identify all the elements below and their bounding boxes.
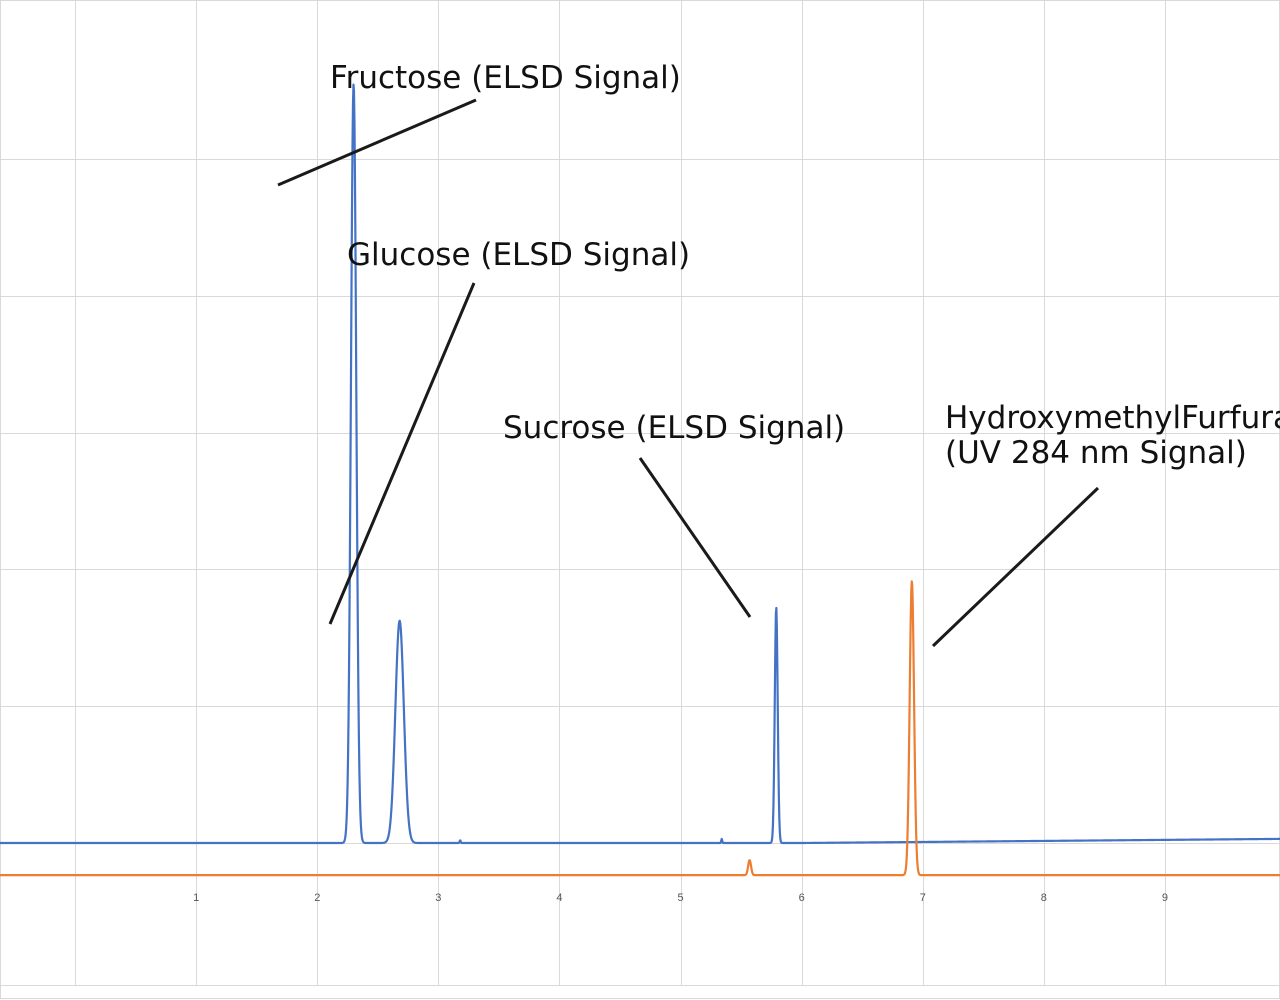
annotation-label-1: Glucose (ELSD Signal) <box>347 237 690 273</box>
x-tick-label-8: 8 <box>1041 892 1047 904</box>
annotation-line-0-0: Fructose (ELSD Signal) <box>330 60 681 96</box>
annotations: Fructose (ELSD Signal) Glucose (ELSD Sign… <box>330 60 1280 471</box>
annotation-line-3-0: HydroxymethylFurfural <box>945 400 1280 436</box>
annotation-leader-lines <box>277 98 1100 648</box>
annotation-line-1-0: Glucose (ELSD Signal) <box>347 237 690 273</box>
x-tick-label-5: 5 <box>678 892 684 904</box>
leader-line-2 <box>638 457 752 618</box>
vertical-gridlines <box>75 0 1166 985</box>
annotation-label-2: Sucrose (ELSD Signal) <box>503 410 845 446</box>
leader-line-0 <box>277 98 477 187</box>
x-tick-label-3: 3 <box>435 892 441 904</box>
annotation-label-3: HydroxymethylFurfural (UV 284 nm Signal) <box>945 400 1280 471</box>
x-tick-label-6: 6 <box>799 892 805 904</box>
annotation-line-3-1: (UV 284 nm Signal) <box>945 435 1247 471</box>
leader-line-3 <box>931 486 1100 648</box>
series-line-1 <box>0 580 1280 877</box>
x-tick-label-2: 2 <box>314 892 320 904</box>
series-line-0 <box>0 83 1280 845</box>
annotation-label-0: Fructose (ELSD Signal) <box>330 60 681 96</box>
annotation-line-2-0: Sucrose (ELSD Signal) <box>503 410 845 446</box>
x-tick-label-9: 9 <box>1162 892 1168 904</box>
leader-line-1 <box>328 282 476 625</box>
data-series <box>0 83 1280 877</box>
x-tick-label-1: 1 <box>193 892 199 904</box>
x-tick-label-7: 7 <box>920 892 926 904</box>
x-tick-labels: 1 2 3 4 5 6 7 8 9 <box>193 892 1168 904</box>
x-tick-label-4: 4 <box>556 892 562 904</box>
